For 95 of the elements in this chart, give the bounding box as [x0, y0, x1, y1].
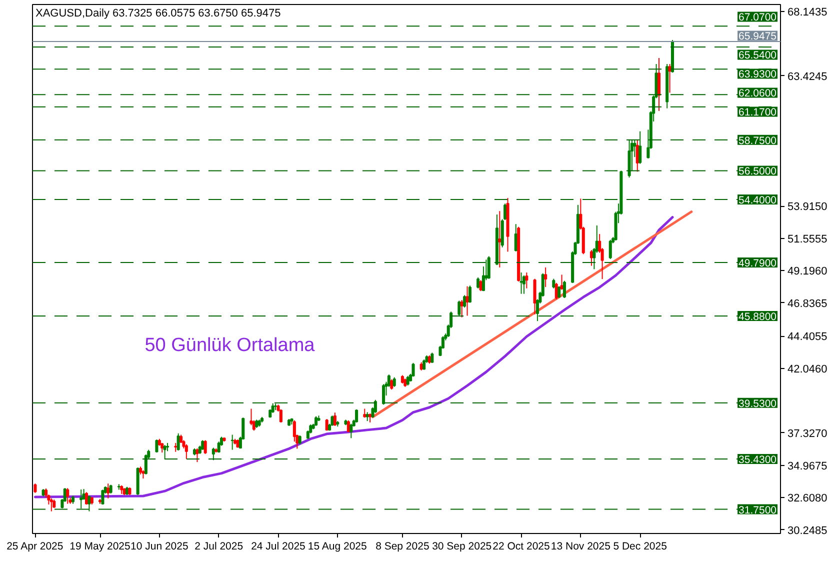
candlestick	[279, 408, 282, 423]
candlestick	[525, 272, 528, 289]
candlestick	[163, 444, 166, 460]
y-tick-label: 30.2485	[788, 524, 828, 537]
candlestick	[88, 495, 91, 512]
ref-line-label: 49.7900	[738, 258, 777, 270]
candlestick	[80, 488, 83, 510]
candlestick	[106, 483, 110, 499]
candlestick	[330, 415, 334, 426]
x-tick-label: 5 Dec 2025	[613, 540, 668, 552]
candlestick	[382, 384, 386, 406]
candlestick	[333, 412, 336, 426]
candlestick	[479, 280, 482, 292]
ref-line-label: 61.1700	[738, 106, 777, 119]
ref-line-label: 31.7500	[738, 504, 777, 516]
y-tick-label: 46.8365	[788, 298, 828, 310]
y-tick-label: 37.3270	[788, 428, 828, 440]
x-tick-label: 2 Jul 2025	[194, 540, 244, 552]
candlestick	[176, 432, 180, 451]
candlestick	[390, 378, 394, 390]
y-tick-label: 51.5555	[788, 233, 828, 246]
y-tick-label: 53.9150	[788, 201, 828, 214]
ref-line-label: 67.0700	[738, 12, 777, 24]
candlestick	[84, 492, 88, 505]
x-tick-label: 25 Apr 2025	[6, 540, 64, 552]
candlestick	[406, 375, 410, 386]
candlestick	[487, 256, 490, 280]
ref-line-label: 63.9300	[738, 68, 777, 81]
x-tick-label: 30 Sep 2025	[432, 540, 492, 552]
y-tick-label: 34.9675	[788, 460, 828, 472]
ref-line-label: 58.7500	[738, 134, 777, 147]
candlestick	[392, 376, 396, 388]
candlestick	[476, 276, 480, 289]
candlestick	[412, 362, 415, 378]
candlestick	[350, 423, 353, 439]
candlestick	[204, 440, 207, 454]
ref-line-label: 56.5000	[738, 166, 777, 178]
candlestick	[355, 408, 358, 423]
candlestick	[346, 420, 350, 432]
x-tick-label: 22 Oct 2025	[492, 540, 550, 552]
candlestick	[638, 130, 642, 164]
ref-line-label: 65.5400	[738, 50, 777, 62]
candlestick	[50, 498, 53, 512]
x-tick-label: 24 Jul 2025	[251, 540, 306, 552]
candlestick	[608, 239, 612, 260]
y-tick-label: 49.1960	[788, 266, 828, 278]
candlestick	[101, 489, 104, 505]
candlestick	[520, 272, 523, 294]
ref-line-label: 39.5300	[738, 398, 777, 410]
candlestick	[144, 454, 148, 475]
candlestick	[212, 447, 215, 461]
candlestick	[422, 358, 426, 370]
candlestick	[160, 442, 164, 454]
x-tick-label: 10 Jun 2025	[130, 540, 188, 552]
candlestick	[560, 274, 564, 290]
y-tick-label: 44.4055	[788, 331, 828, 344]
ref-line-label: 45.8800	[738, 310, 777, 323]
ref-line-label: 35.4300	[738, 454, 777, 466]
candlestick	[155, 439, 158, 454]
candlestick	[533, 278, 536, 315]
candlestick	[196, 448, 199, 463]
y-tick-label: 68.1435	[788, 6, 828, 18]
x-tick-label: 19 May 2025	[70, 540, 131, 552]
x-tick-label: 15 Aug 2025	[308, 540, 367, 552]
candlestick	[271, 402, 274, 414]
ref-line-label: 62.0600	[738, 88, 777, 100]
candlestick	[66, 488, 70, 504]
candlestick	[201, 440, 204, 450]
candlestick	[230, 434, 234, 450]
candlestick	[458, 300, 461, 316]
ref-line-label: 54.4000	[738, 194, 777, 206]
candlestick	[498, 210, 502, 268]
candlestick	[468, 285, 472, 304]
y-tick-label: 32.6080	[788, 492, 828, 505]
candlestick	[466, 286, 469, 316]
ref-line-label: 65.9475	[738, 30, 777, 43]
chart-title: XAGUSD,Daily 63.7325 66.0575 63.6750 65.9475	[36, 8, 281, 20]
line-series	[34, 216, 674, 498]
candlestick	[314, 416, 318, 426]
candlestick	[184, 444, 188, 460]
y-tick-label: 42.0460	[788, 363, 828, 376]
x-tick-label: 8 Sep 2025	[376, 540, 430, 552]
y-tick-label: 63.4245	[788, 70, 828, 83]
candlestick	[552, 278, 556, 289]
candlestick	[34, 483, 37, 494]
candlestick	[522, 274, 526, 294]
candlestick	[562, 280, 566, 298]
candlestick	[463, 294, 466, 308]
candlestick	[657, 57, 660, 112]
text: 50 Günlük Ortalama	[144, 335, 316, 356]
candlestick	[374, 399, 377, 414]
x-tick-label: 13 Nov 2025	[550, 540, 611, 552]
candlestick	[460, 299, 464, 318]
candlestick	[544, 266, 548, 288]
candlestick	[430, 352, 434, 364]
